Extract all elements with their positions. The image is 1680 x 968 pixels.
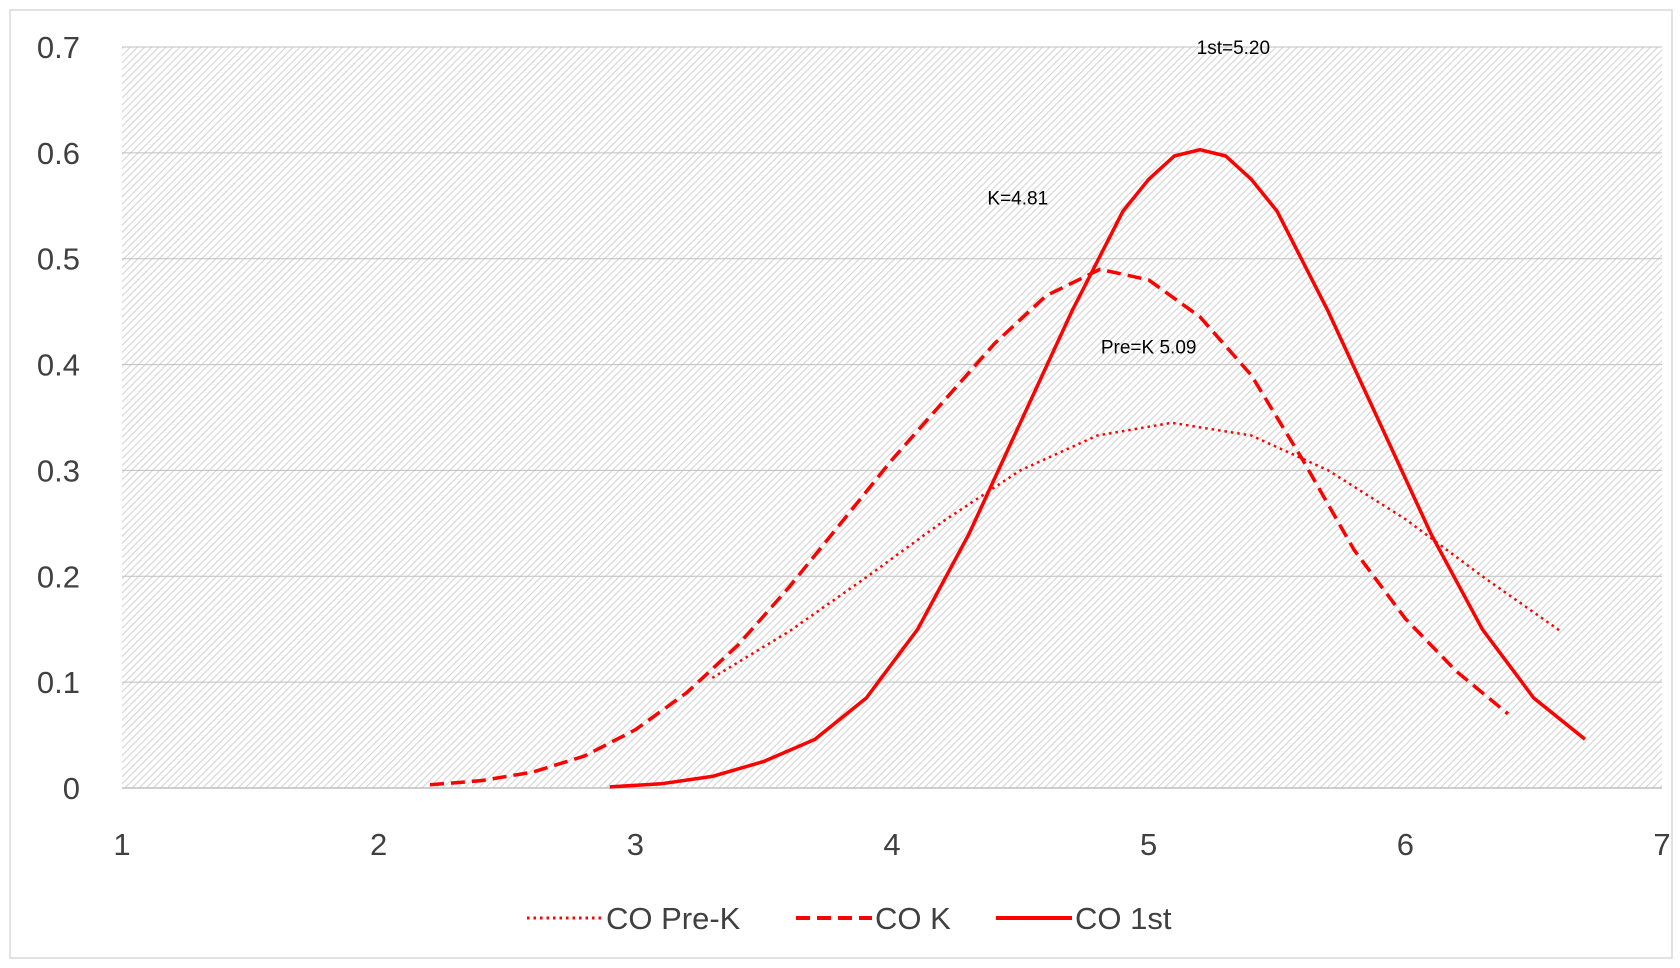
- series-lines: [429, 147, 1587, 789]
- y-tick-label: 0.4: [37, 348, 80, 383]
- annotation-label: K=4.81: [987, 188, 1048, 209]
- y-tick-label: 0.6: [37, 136, 80, 171]
- legend-label: CO Pre-K: [606, 901, 741, 936]
- x-tick-label: 3: [627, 827, 644, 862]
- y-axis: 0 0.1 0.2 0.3 0.4 0.5 0.6 0.7: [37, 30, 80, 806]
- annotation-label: 1st=5.20: [1197, 38, 1270, 59]
- x-tick-label: 2: [370, 827, 387, 862]
- annotations: 1st=5.20 K=4.81 Pre=K 5.09: [987, 38, 1270, 359]
- annotation-label: Pre=K 5.09: [1101, 338, 1197, 359]
- y-tick-label: 0.3: [37, 453, 80, 488]
- y-tick-label: 0.2: [37, 559, 80, 594]
- x-axis: 1 2 3 4 5 6 7: [113, 787, 1671, 862]
- y-tick-label: 0.5: [37, 242, 80, 277]
- series-line-3: [609, 147, 1587, 789]
- series-line-2: [429, 267, 1510, 787]
- legend-label: CO 1st: [1075, 901, 1172, 936]
- x-tick-label: 4: [883, 827, 900, 862]
- plot-area-background: [122, 47, 1662, 788]
- legend: CO Pre-K CO K CO 1st: [527, 901, 1172, 936]
- y-tick-label: 0.1: [37, 665, 80, 700]
- x-tick-label: 1: [113, 827, 130, 862]
- y-tick-label: 0.7: [37, 30, 80, 65]
- x-tick-label: 7: [1653, 827, 1670, 862]
- y-tick-label: 0: [63, 771, 80, 806]
- x-tick-label: 6: [1397, 827, 1414, 862]
- legend-label: CO K: [875, 901, 951, 936]
- x-tick-label: 5: [1140, 827, 1157, 862]
